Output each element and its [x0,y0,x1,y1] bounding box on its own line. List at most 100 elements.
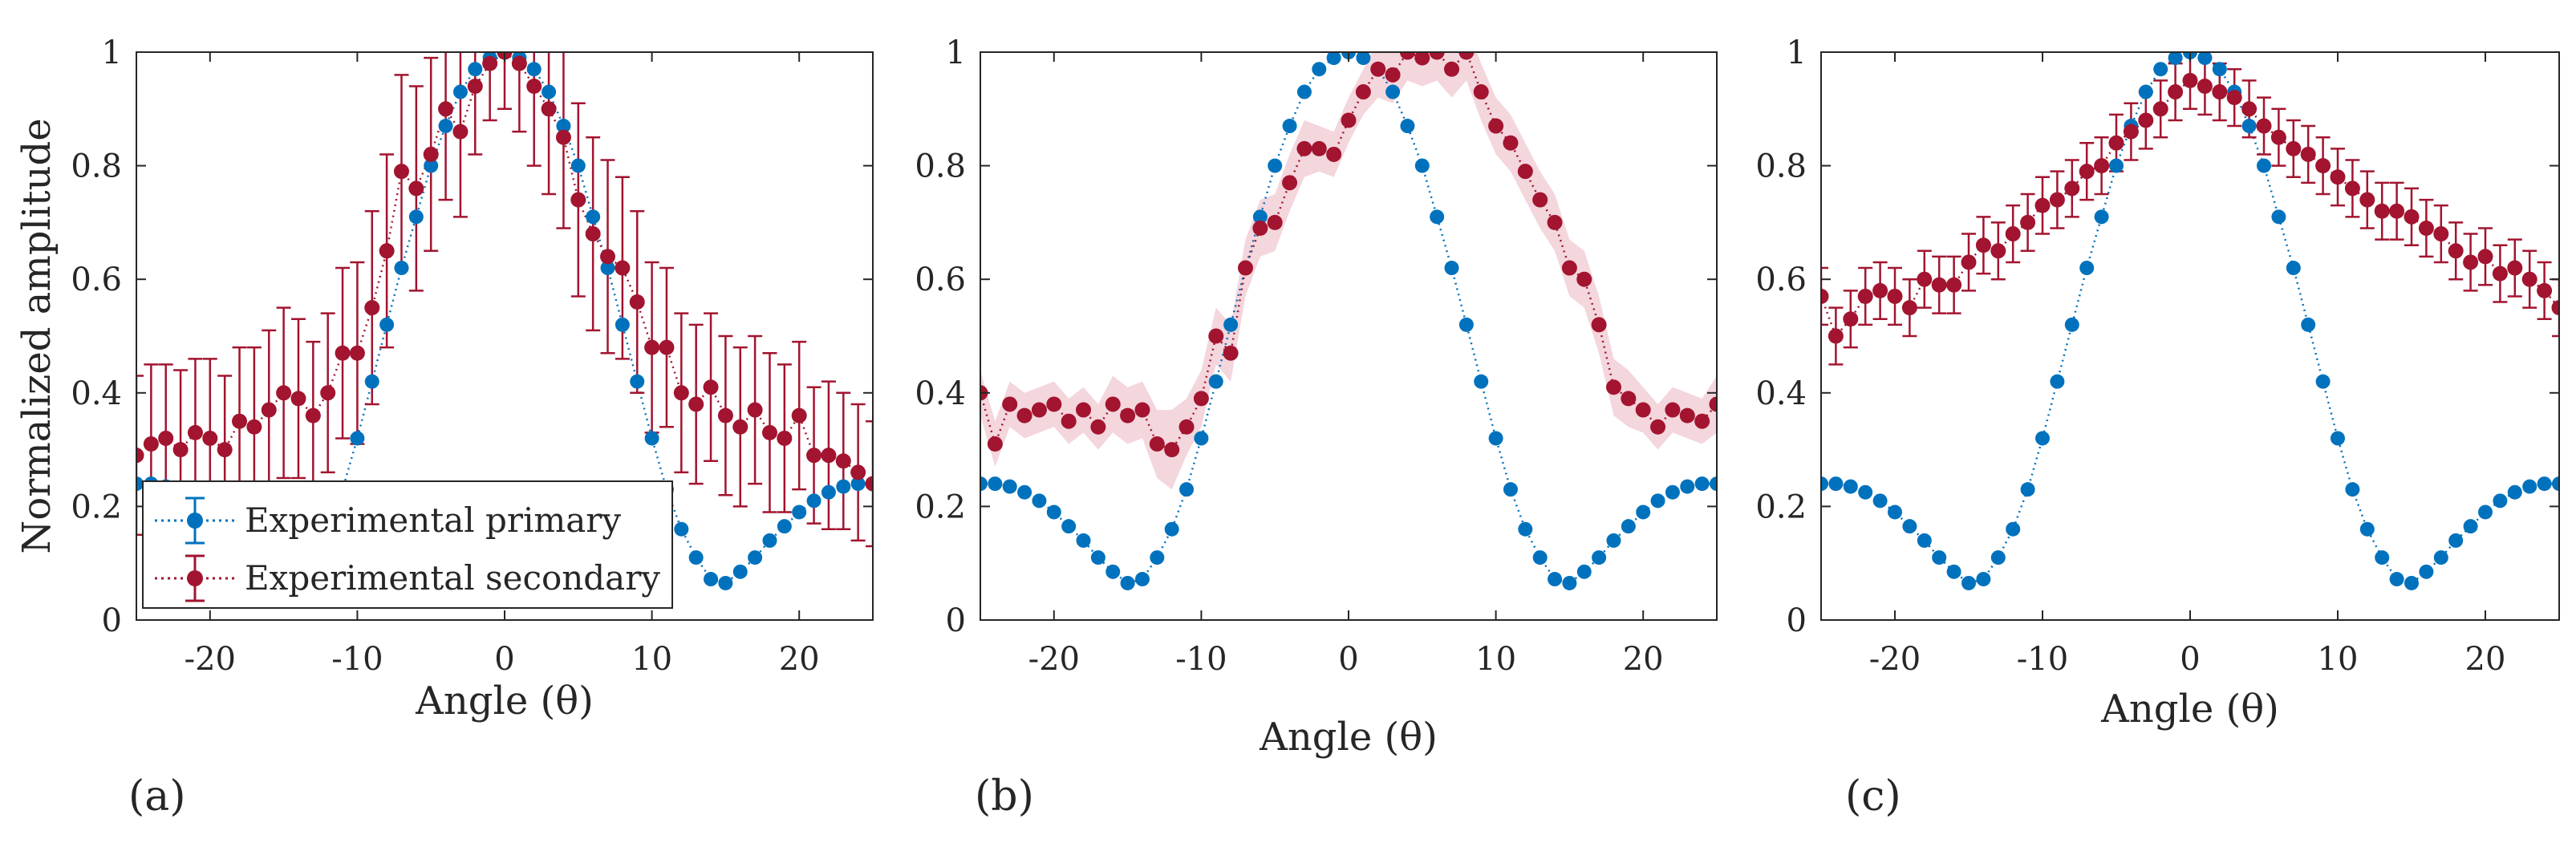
x-tick-label: 0 [2180,641,2200,678]
secondary-point [1061,413,1077,429]
x-tick-label: 0 [494,641,514,678]
secondary-point [791,407,807,424]
secondary-point [364,300,380,316]
secondary-point [2256,118,2272,134]
primary-point [1946,564,1961,579]
primary-point [1872,493,1888,509]
primary-point [1252,209,1268,225]
primary-point [2241,119,2257,134]
secondary-point [187,424,203,440]
secondary-point [1473,84,1489,100]
primary-point [1680,479,1695,494]
secondary-point [349,345,365,361]
primary-point [980,476,988,492]
primary-point [1888,505,1902,520]
primary-point [2345,482,2360,497]
y-tick-label: 0.6 [1755,261,1807,298]
secondary-point [2049,192,2065,208]
primary-point [1326,52,1341,66]
y-tick-label: 0.2 [1755,488,1807,525]
secondary-point [511,55,527,71]
primary-point [1150,550,1165,565]
primary-point [2094,209,2109,225]
primary-point [1120,575,1135,590]
secondary-point [1267,214,1283,230]
secondary-point [659,339,675,355]
secondary-point [2448,243,2464,259]
secondary-point [2152,101,2168,117]
primary-point [1002,479,1017,494]
primary-point [2153,62,2168,77]
primary-point [1710,476,1717,492]
panel-b: -20 -10 0 10 20 0 0.2 0.4 0.6 0.8 1 Angle (θ) (b) [915,34,1718,821]
primary-point [2168,52,2183,66]
secondary-point [452,124,469,140]
secondary-point [2463,254,2479,270]
secondary-point [408,180,424,197]
primary-point [2301,317,2316,332]
x-tick-label: -20 [1028,641,1080,678]
primary-point [615,317,630,332]
secondary-point [393,164,409,180]
secondary-point [1887,288,1903,304]
panel-a: -20 -10 0 10 20 0 0.2 0.4 0.6 0.8 1 Angle (θ) Normal… [14,34,874,821]
secondary-point [850,464,866,480]
secondary-point [673,385,689,401]
secondary-point [232,413,248,429]
primary-point [1694,476,1710,492]
primary-point [1474,374,1489,389]
primary-point [1828,476,1844,492]
x-tick-label: 10 [2318,641,2359,678]
primary-point [644,431,659,446]
primary-point [2020,482,2035,497]
x-tick-label: 10 [631,641,672,678]
primary-point [526,62,542,77]
primary-point [2433,550,2448,565]
secondary-point [1031,402,1047,418]
secondary-point [423,146,439,162]
secondary-point [482,55,498,71]
primary-point [1990,550,2006,565]
secondary-point [1917,271,1933,287]
secondary-point [629,294,645,310]
secondary-point [2389,203,2405,219]
x-tick-label: 20 [1623,641,1664,678]
secondary-point [541,101,557,117]
secondary-point [1134,402,1150,418]
secondary-point [320,385,336,401]
secondary-point [2064,180,2080,197]
legend-secondary-label: Experimental secondary [245,558,660,598]
primary-point [1576,564,1592,579]
primary-point [732,564,748,579]
secondary-point [1296,140,1312,156]
primary-point [1592,550,1607,565]
secondary-point [1650,419,1666,435]
x-tick-label: -20 [185,641,236,678]
secondary-point [615,260,631,276]
primary-point [1208,374,1223,389]
primary-point [1356,52,1371,66]
primary-point [1821,476,1828,492]
secondary-point [2079,164,2095,180]
primary-point [1430,209,1445,225]
x-axis-label: Angle (θ) [1259,715,1438,760]
secondary-point [438,101,454,117]
primary-point [1061,519,1077,534]
secondary-point [747,402,763,418]
primary-point [1858,484,1873,500]
primary-point [364,374,379,389]
secondary-point [717,407,733,424]
legend-secondary-marker [187,570,203,586]
secondary-point [1665,402,1681,418]
secondary-point [2344,180,2360,197]
secondary-point [688,396,704,412]
primary-point [1650,493,1665,509]
secondary-point [1901,300,1917,316]
legend-primary-label: Experimental primary [245,501,621,540]
secondary-point [2286,140,2302,156]
secondary-point [1532,192,1548,208]
secondary-point [644,339,660,355]
secondary-point [290,391,306,407]
primary-point [2286,261,2301,276]
primary-point [704,572,719,587]
